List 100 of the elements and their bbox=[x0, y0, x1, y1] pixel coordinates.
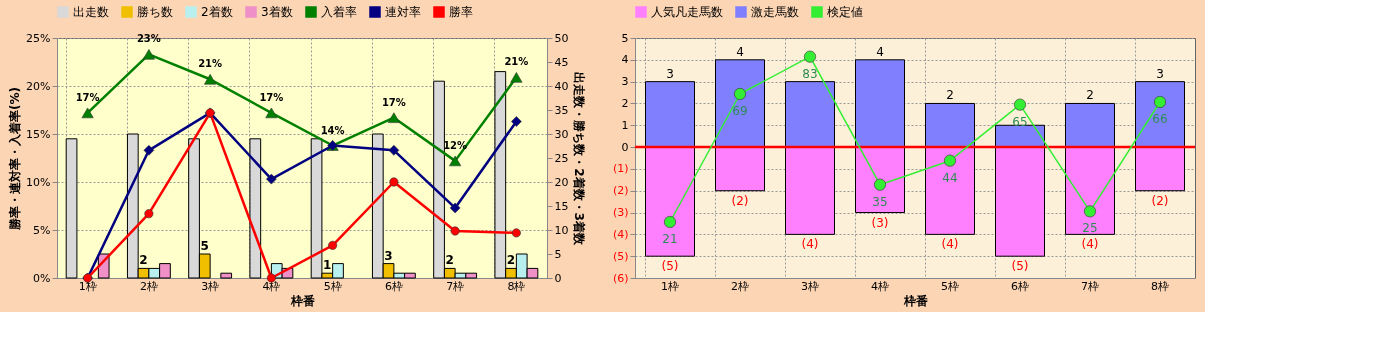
point bbox=[389, 177, 399, 187]
data-label: (5) bbox=[1011, 259, 1029, 274]
point bbox=[804, 50, 816, 63]
legend-label: 人気凡走馬数 bbox=[651, 5, 723, 19]
bar bbox=[1065, 146, 1115, 235]
x-tick-label: 6枠 bbox=[1011, 279, 1029, 293]
y-tick-label: (1) bbox=[612, 162, 629, 176]
legend-label: 検定値 bbox=[827, 5, 863, 19]
x-tick-label: 1枠 bbox=[78, 279, 97, 293]
y-tick-label: (3) bbox=[612, 206, 629, 220]
point bbox=[143, 145, 155, 156]
x-axis-title: 枠番 bbox=[289, 293, 315, 308]
y-tick-label: 15% bbox=[26, 127, 51, 141]
y-tick-label: 5% bbox=[33, 223, 51, 237]
y-tick-label: 10% bbox=[26, 175, 51, 189]
y2-tick-label: 25 bbox=[554, 151, 569, 165]
bar bbox=[855, 146, 905, 214]
data-label: (2) bbox=[731, 193, 749, 208]
y2-tick-label: 10 bbox=[554, 223, 569, 237]
point bbox=[1014, 98, 1026, 111]
x-tick-label: 7枠 bbox=[1081, 279, 1099, 293]
data-label: 3 bbox=[666, 66, 674, 81]
data-label: 44 bbox=[942, 170, 958, 185]
point bbox=[664, 216, 676, 228]
data-label: 66 bbox=[1152, 112, 1168, 126]
data-label: (4) bbox=[941, 237, 959, 252]
data-label: 5 bbox=[200, 239, 209, 253]
bar bbox=[1135, 81, 1185, 148]
x-tick-label: 8枠 bbox=[1151, 279, 1169, 293]
y2-tick-label: 45 bbox=[554, 55, 569, 69]
y-tick-label: 20% bbox=[26, 79, 51, 93]
y-tick-label: 4 bbox=[621, 53, 629, 67]
y-tick-label: (5) bbox=[612, 249, 629, 263]
y-axis-title: 勝率・連対率・入着率(%) bbox=[8, 87, 23, 231]
y-tick-label: 0% bbox=[33, 271, 51, 285]
x-tick-label: 7枠 bbox=[446, 279, 465, 293]
data-label: (3) bbox=[871, 215, 889, 230]
legend-label: 勝ち数 bbox=[137, 5, 173, 19]
x-tick-label: 8枠 bbox=[507, 279, 526, 293]
bar bbox=[1065, 102, 1115, 148]
point bbox=[204, 74, 217, 85]
data-label: 83 bbox=[802, 66, 818, 81]
data-label: 17% bbox=[259, 91, 284, 103]
data-label: 2 bbox=[1086, 88, 1094, 103]
point bbox=[387, 112, 400, 123]
y2-tick-label: 35 bbox=[554, 103, 569, 117]
point bbox=[1154, 96, 1166, 108]
data-label: 23% bbox=[136, 33, 161, 45]
point bbox=[449, 155, 462, 167]
point bbox=[388, 145, 400, 156]
bar bbox=[995, 146, 1045, 257]
point bbox=[511, 116, 522, 127]
x-tick-label: 1枠 bbox=[661, 279, 679, 293]
bar bbox=[220, 272, 233, 279]
legend-label: 2着数 bbox=[201, 5, 233, 19]
y2-tick-label: 50 bbox=[554, 31, 569, 45]
point bbox=[449, 202, 461, 214]
data-label: 21% bbox=[198, 58, 223, 70]
point bbox=[328, 240, 338, 250]
data-label: 2 bbox=[139, 253, 148, 268]
legend-label: 3着数 bbox=[261, 5, 293, 19]
data-label: 65 bbox=[1012, 114, 1028, 129]
y-tick-label: (2) bbox=[612, 184, 629, 198]
y-tick-label: 1 bbox=[621, 118, 629, 132]
data-label: 21 bbox=[662, 232, 678, 246]
bar bbox=[715, 59, 765, 148]
data-label: 2 bbox=[506, 253, 516, 268]
data-label: 3 bbox=[384, 248, 393, 263]
bar bbox=[785, 81, 835, 148]
y-tick-label: 0 bbox=[621, 140, 629, 154]
bar bbox=[65, 138, 78, 279]
x-tick-label: 2枠 bbox=[139, 279, 158, 293]
y2-tick-label: 40 bbox=[554, 79, 569, 93]
point bbox=[1084, 205, 1096, 218]
data-label: 2 bbox=[946, 88, 954, 103]
y-tick-label: 3 bbox=[621, 75, 629, 89]
data-label: 4 bbox=[736, 44, 744, 59]
point bbox=[142, 49, 155, 60]
data-label: (4) bbox=[801, 237, 819, 252]
y2-tick-label: 15 bbox=[554, 199, 569, 213]
data-label: 69 bbox=[732, 104, 748, 118]
point bbox=[265, 107, 278, 119]
legend-label: 連対率 bbox=[385, 5, 421, 19]
y2-tick-label: 5 bbox=[554, 247, 562, 261]
point bbox=[81, 107, 94, 119]
y2-axis-title: 出走数・勝ち数・2着数・3着数 bbox=[572, 72, 587, 246]
bar bbox=[715, 146, 765, 192]
x-tick-label: 5枠 bbox=[323, 279, 342, 293]
point bbox=[511, 228, 521, 238]
x-tick-label: 4枠 bbox=[871, 279, 889, 293]
data-label: 21% bbox=[504, 56, 529, 68]
y2-tick-label: 0 bbox=[554, 271, 562, 285]
data-label: (2) bbox=[1151, 193, 1169, 208]
data-label: 35 bbox=[872, 194, 888, 209]
y-tick-label: 25% bbox=[26, 31, 51, 45]
data-label: 25 bbox=[1082, 221, 1098, 236]
legend-label: 勝率 bbox=[449, 5, 473, 19]
bar bbox=[645, 146, 695, 257]
legend-label: 出走数 bbox=[73, 5, 109, 19]
x-axis-title: 枠番 bbox=[902, 293, 928, 308]
